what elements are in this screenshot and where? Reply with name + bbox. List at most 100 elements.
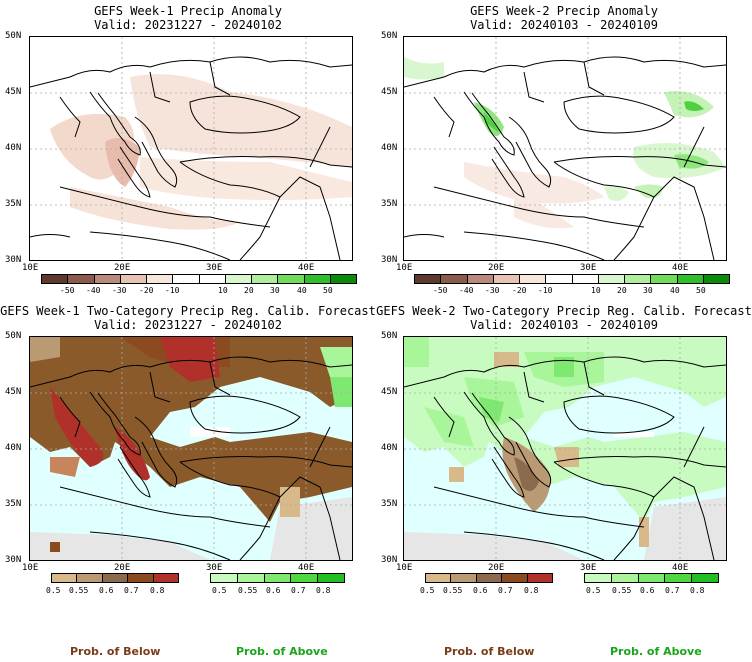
lat-label: 50N [381, 331, 398, 341]
cbar-swatch [415, 275, 442, 283]
panel-title: GEFS Week-1 Two-Category Precip Reg. Cal… [0, 304, 376, 318]
cbar-swatch [625, 275, 652, 283]
lon-label: 20E [114, 563, 131, 573]
lon-label: 40E [298, 563, 315, 573]
cbar-label: -40 [459, 286, 474, 295]
cbar-swatch [278, 275, 305, 283]
cbar-label: 0.8 [316, 586, 331, 595]
lat-label: 30N [381, 555, 398, 565]
lat-label: 30N [5, 255, 22, 265]
cbar-label: 0.6 [473, 586, 488, 595]
cbar-swatch [225, 275, 252, 283]
cbar-label: 10 [218, 286, 228, 295]
cbar-swatch [77, 574, 103, 582]
prob-above-colorbar [584, 573, 719, 583]
cbar-label: -40 [86, 286, 101, 295]
cbar-label: 0.8 [524, 586, 539, 595]
lon-label: 30E [580, 563, 597, 573]
lat-label: 35N [5, 199, 22, 209]
cbar-label: 10 [591, 286, 601, 295]
cbar-swatch [665, 574, 693, 582]
cbar-label: -30 [112, 286, 127, 295]
cbar-swatch [493, 275, 520, 283]
cbar-swatch [52, 574, 78, 582]
cbar-swatch [638, 574, 666, 582]
lon-label: 10E [22, 563, 39, 573]
cbar-swatch [264, 574, 292, 582]
cbar-label: 0.55 [238, 586, 258, 595]
lat-label: 50N [381, 31, 398, 41]
lat-label: 30N [381, 255, 398, 265]
panel-valid: Valid: 20240103 - 20240109 [470, 318, 658, 332]
cbar-swatch [211, 574, 238, 582]
legend-prob-below: Prob. of Below [70, 645, 161, 658]
cbar-swatch [476, 574, 503, 582]
cbar-label: 0.7 [665, 586, 680, 595]
panel-valid: Valid: 20231227 - 20240102 [94, 18, 282, 32]
cbar-swatch [426, 574, 452, 582]
cbar-label: 50 [323, 286, 333, 295]
cbar-swatch [572, 275, 599, 283]
cbar-label: 0.55 [69, 586, 89, 595]
cbar-swatch [291, 574, 319, 582]
cbar-label: 20 [244, 286, 254, 295]
lat-label: 40N [5, 443, 22, 453]
cbar-swatch [42, 275, 69, 283]
cbar-label: 0.5 [212, 586, 227, 595]
lon-label: 30E [206, 563, 223, 573]
panel-title: GEFS Week-1 Precip Anomaly [94, 4, 282, 18]
cbar-swatch [651, 275, 678, 283]
panel-week2-anomaly: GEFS Week-2 Precip Anomaly Valid: 202401… [376, 0, 752, 300]
cbar-label: 0.5 [586, 586, 601, 595]
lon-label: 10E [22, 263, 39, 273]
panel-title: GEFS Week-2 Precip Anomaly [470, 4, 658, 18]
cbar-label: 0.55 [612, 586, 632, 595]
anomaly-colorbar [41, 274, 357, 284]
lat-label: 40N [381, 443, 398, 453]
cbar-label: 20 [617, 286, 627, 295]
lon-label: 40E [672, 263, 689, 273]
lat-label: 35N [5, 499, 22, 509]
panel-valid: Valid: 20240103 - 20240109 [470, 18, 658, 32]
legend-prob-above: Prob. of Above [610, 645, 702, 658]
cbar-label: 0.7 [124, 586, 139, 595]
cbar-swatch [502, 574, 528, 582]
cbar-swatch [252, 275, 279, 283]
cbar-label: -50 [60, 286, 75, 295]
map-week2-probability [403, 336, 727, 561]
lon-label: 20E [488, 563, 505, 573]
cbar-swatch [199, 275, 226, 283]
cbar-swatch [692, 574, 718, 582]
cbar-swatch [128, 574, 154, 582]
panel-week1-probability: GEFS Week-1 Two-Category Precip Reg. Cal… [0, 300, 376, 662]
anomaly-colorbar [414, 274, 730, 284]
lon-label: 10E [396, 563, 413, 573]
cbar-swatch [585, 574, 612, 582]
cbar-label: 0.55 [443, 586, 463, 595]
panel-valid: Valid: 20231227 - 20240102 [94, 318, 282, 332]
lat-label: 45N [381, 387, 398, 397]
cbar-swatch [237, 574, 265, 582]
lon-label: 30E [580, 263, 597, 273]
cbar-label: 0.7 [498, 586, 513, 595]
cbar-label: -20 [139, 286, 154, 295]
cbar-label: 0.6 [640, 586, 655, 595]
lon-label: 20E [114, 263, 131, 273]
cbar-swatch [102, 574, 129, 582]
panel-week1-anomaly: GEFS Week-1 Precip Anomaly Valid: 202312… [0, 0, 376, 300]
cbar-swatch [677, 275, 704, 283]
cbar-label: 30 [270, 286, 280, 295]
lat-label: 45N [381, 87, 398, 97]
cbar-label: -50 [433, 286, 448, 295]
lat-label: 30N [5, 555, 22, 565]
cbar-swatch [451, 574, 477, 582]
lon-label: 20E [488, 263, 505, 273]
cbar-swatch [173, 275, 200, 283]
prob-below-colorbar [51, 573, 179, 583]
cbar-label: 0.6 [266, 586, 281, 595]
lat-label: 40N [5, 143, 22, 153]
lat-label: 50N [5, 31, 22, 41]
cbar-label: 0.7 [291, 586, 306, 595]
cbar-label: -20 [512, 286, 527, 295]
cbar-swatch [147, 275, 174, 283]
